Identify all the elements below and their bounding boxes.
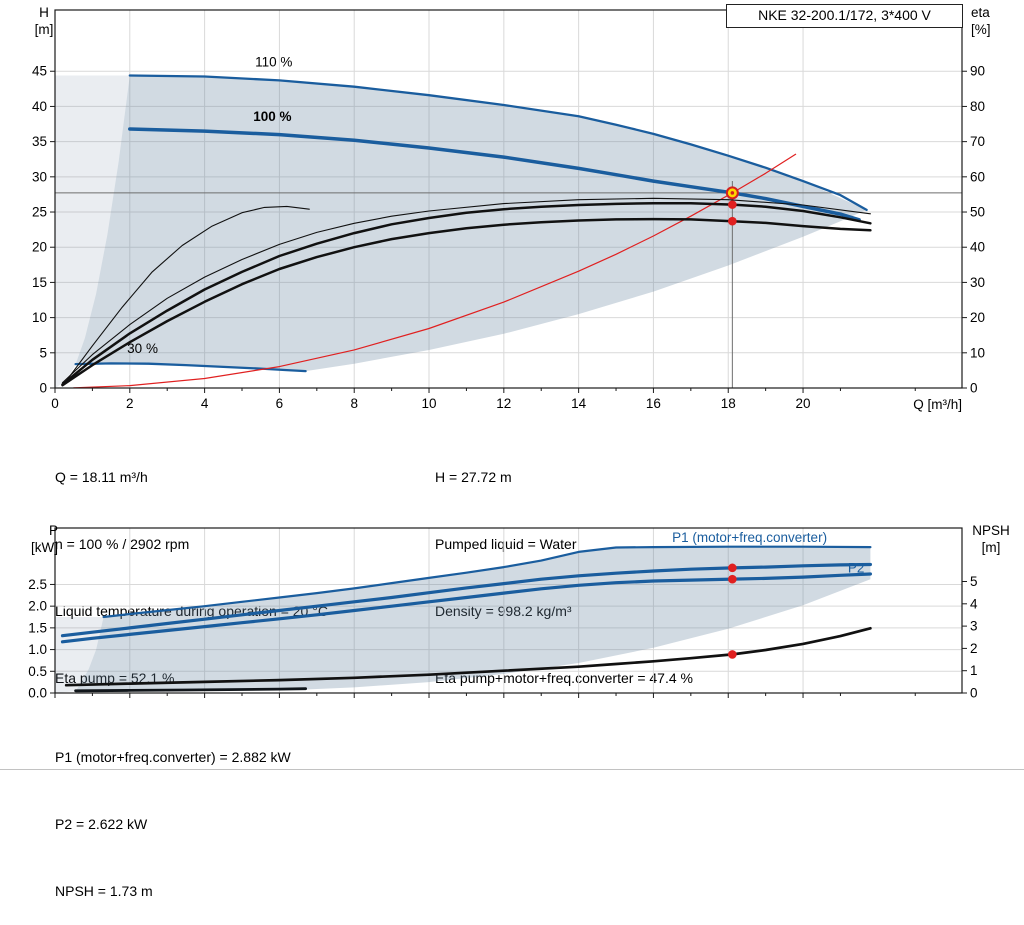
npsh-marker [728, 650, 737, 659]
x-tick-label: 6 [276, 396, 284, 411]
y-right-tick-label: 10 [970, 345, 985, 360]
p1-marker [728, 563, 737, 573]
info-line-eta-total: Eta pump+motor+freq.converter = 47.4 % [435, 670, 693, 687]
y-right-tick-label: 2 [970, 641, 978, 656]
curve-eta-part-load [65, 205, 310, 382]
y-right-tick-label: 30 [970, 275, 985, 290]
upper-chart: 110 % 100 % 30 % 0 2 4 6 8 10 12 14 16 18 20 0 5 10 15 20 2… [32, 9, 985, 411]
x-tick-label: 8 [350, 396, 358, 411]
plot-border [54, 9, 963, 389]
region-min-flow-light [55, 75, 130, 388]
power-info-panel: P1 (motor+freq.converter) = 2.882 kW P2 … [55, 701, 291, 925]
x-tick-label: 4 [201, 396, 209, 411]
curve-p1-max [102, 545, 872, 619]
y-left-tick-label: 0 [39, 381, 47, 396]
y-left-tick-label: 1.0 [28, 642, 47, 657]
p2-marker [728, 574, 737, 584]
y-left-tick-label: 0.0 [28, 686, 47, 701]
info-line-q: Q = 18.11 m³/h [55, 468, 148, 485]
pump-title-box: NKE 32-200.1/172, 3*400 V [726, 4, 963, 28]
label-p1: P1 (motor+freq.converter) [672, 530, 827, 545]
x-tick-label: 20 [796, 396, 811, 411]
y-right-tick-label: 20 [970, 310, 985, 325]
y-right-tick-label: 0 [970, 686, 978, 701]
info-line-p1: P1 (motor+freq.converter) = 2.882 kW [55, 748, 291, 765]
y-right-tick-label: 90 [970, 64, 985, 79]
x-tick-label: 14 [571, 396, 587, 411]
y-right-tick-label: 1 [970, 663, 978, 678]
y-left-tick-label: 0.5 [28, 664, 47, 679]
y-right-tick-label: 60 [970, 169, 985, 184]
y-left-tick-label: 40 [32, 99, 47, 114]
x-tick-label: 0 [51, 396, 59, 411]
curve-eta-pump [61, 201, 872, 386]
y-right-tick-label: 40 [970, 240, 985, 255]
y-right-tick-label: 70 [970, 134, 985, 149]
curve-p-min-speed [74, 687, 308, 693]
info-line-density: Density = 998.2 kg/m³ [435, 600, 693, 622]
curve-eta-thin-upper [61, 197, 871, 384]
eta-total-marker [728, 216, 737, 226]
region-power-envelope [75, 546, 871, 692]
x-tick-label: 10 [422, 396, 437, 411]
y-left-tick-label: 2.5 [28, 577, 47, 592]
y-right-tick-label: 0 [970, 381, 978, 396]
lower-chart: P1 (motor+freq.converter) P2 0.0 0.5 1.0 1.5 2… [28, 527, 978, 701]
y-right-tick-label: 50 [970, 205, 985, 220]
y-left-tick-label: 15 [32, 275, 47, 290]
info-line-h: H = 27.72 m [435, 468, 512, 485]
info-line-liquid: Pumped liquid = Water [435, 536, 577, 553]
y-right-tick-label: 4 [970, 596, 978, 611]
flow-axis-label: Q [m³/h] [913, 397, 962, 412]
y-right-tick-label: 3 [970, 619, 978, 634]
info-line-npsh: NPSH = 1.73 m [55, 883, 153, 900]
curve-affinity-parabola [73, 153, 797, 389]
x-tick-label: 2 [126, 396, 134, 411]
duty-info-panel-right: H = 27.72 m Pumped liquid = Water Densit… [435, 421, 693, 712]
info-line-n: n = 100 % / 2902 rpm [55, 536, 190, 553]
y-left-tick-label: 30 [32, 169, 47, 184]
y-left-tick-label: 35 [32, 134, 47, 149]
y-right-tick-label: 5 [970, 574, 978, 589]
y-left-tick-label: 1.5 [28, 620, 47, 635]
curve-npsh [64, 626, 872, 687]
x-tick-label: 18 [721, 396, 736, 411]
y-right-tick-label: 80 [970, 99, 985, 114]
plot-border [54, 527, 963, 694]
y-left-tick-label: 25 [32, 205, 47, 220]
power-axis-label: P [kW] [31, 523, 58, 555]
y-left-tick-label: 2.0 [28, 599, 47, 614]
label-p2: P2 [848, 560, 865, 575]
curve-p1 [60, 562, 873, 638]
x-tick-label: 12 [496, 396, 511, 411]
y-left-tick-label: 45 [32, 64, 47, 79]
y-left-tick-label: 10 [32, 310, 47, 325]
curve-p2 [60, 572, 873, 644]
eta-pump-marker [728, 200, 737, 209]
head-axis-label: H [m] [34, 5, 54, 37]
y-left-tick-label: 5 [39, 345, 47, 360]
duty-point-center [730, 191, 735, 195]
label-30pct: 30 % [127, 341, 158, 356]
npsh-axis-label: NPSH [m] [972, 523, 1010, 555]
curve-30pct [74, 362, 307, 373]
curve-eta-total [61, 217, 872, 387]
info-line-p2: P2 = 2.622 kW [55, 816, 148, 833]
label-110pct: 110 % [255, 54, 292, 69]
page-bottom-rule [0, 769, 1024, 770]
y-left-tick-label: 20 [32, 240, 47, 255]
eta-axis-label: eta [%] [971, 5, 991, 37]
region-operating-envelope [75, 75, 867, 372]
x-tick-label: 16 [646, 396, 661, 411]
curve-110pct [128, 74, 868, 212]
label-100pct: 100 % [253, 109, 291, 124]
